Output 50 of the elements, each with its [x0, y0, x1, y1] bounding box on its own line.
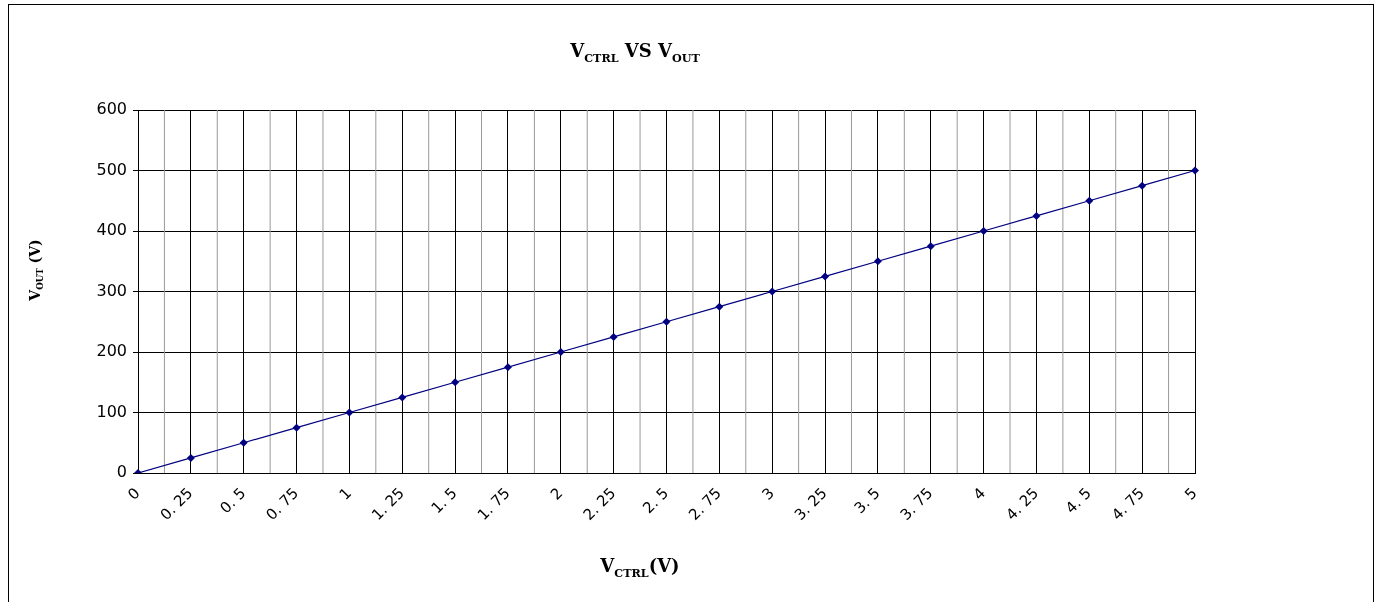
- x-tick-label: 4. 25: [1002, 484, 1043, 524]
- x-tick-label: 2. 75: [685, 484, 725, 524]
- point: [451, 378, 460, 387]
- x-tick-label: 1. 5: [427, 484, 461, 518]
- y-tick-label: 300: [96, 280, 127, 300]
- y-tick-label: 100: [96, 401, 127, 421]
- x-tick-label: 0. 5: [216, 484, 250, 518]
- point: [715, 302, 724, 311]
- point: [556, 348, 565, 356]
- point: [609, 332, 618, 341]
- point: [503, 363, 512, 372]
- x-tick-label: 3. 75: [896, 484, 937, 524]
- x-tick-label: 2: [546, 484, 567, 504]
- x-tick-label: 1: [335, 484, 355, 504]
- x-tick-label: 3: [758, 484, 778, 504]
- x-axis-title: V$_{CTRL}$(V): [599, 555, 681, 580]
- point: [1032, 211, 1041, 220]
- y-tick-label: 500: [96, 159, 127, 179]
- point: [398, 393, 407, 402]
- x-tick-label: 3. 25: [790, 484, 831, 524]
- y-tick-label: 200: [96, 341, 127, 361]
- x-tick-label: 2. 5: [639, 484, 673, 518]
- chart-title: V$_{CTRL}$ VS V$_{OUT}$: [569, 40, 701, 65]
- x-tick-label: 4. 75: [1108, 484, 1148, 524]
- point: [1191, 166, 1199, 175]
- x-tick-label: 2. 25: [579, 484, 620, 524]
- point: [239, 438, 248, 447]
- point: [926, 242, 935, 251]
- point: [1138, 181, 1147, 190]
- x-tick-label: 1. 75: [473, 484, 514, 524]
- x-tick-label: 1. 25: [368, 484, 408, 524]
- x-tick-label: 0. 25: [156, 484, 197, 524]
- point: [345, 408, 354, 417]
- x-tick-label: 4: [969, 484, 990, 504]
- point: [1085, 196, 1094, 205]
- point: [768, 287, 777, 296]
- y-tick-label: 400: [96, 220, 127, 240]
- point: [662, 317, 671, 326]
- point: [873, 257, 882, 266]
- point: [292, 423, 301, 432]
- x-tick-label: 4. 5: [1061, 484, 1095, 518]
- x-tick-label: 5: [1181, 484, 1201, 504]
- x-tick-label: 3. 5: [850, 484, 884, 518]
- point: [186, 453, 195, 462]
- x-tick-label: 0: [124, 484, 144, 504]
- y-tick-label: 0: [116, 462, 127, 482]
- y-tick-label: 600: [96, 99, 127, 119]
- point: [979, 227, 988, 235]
- x-tick-label: 0. 75: [262, 484, 303, 524]
- point: [821, 272, 830, 281]
